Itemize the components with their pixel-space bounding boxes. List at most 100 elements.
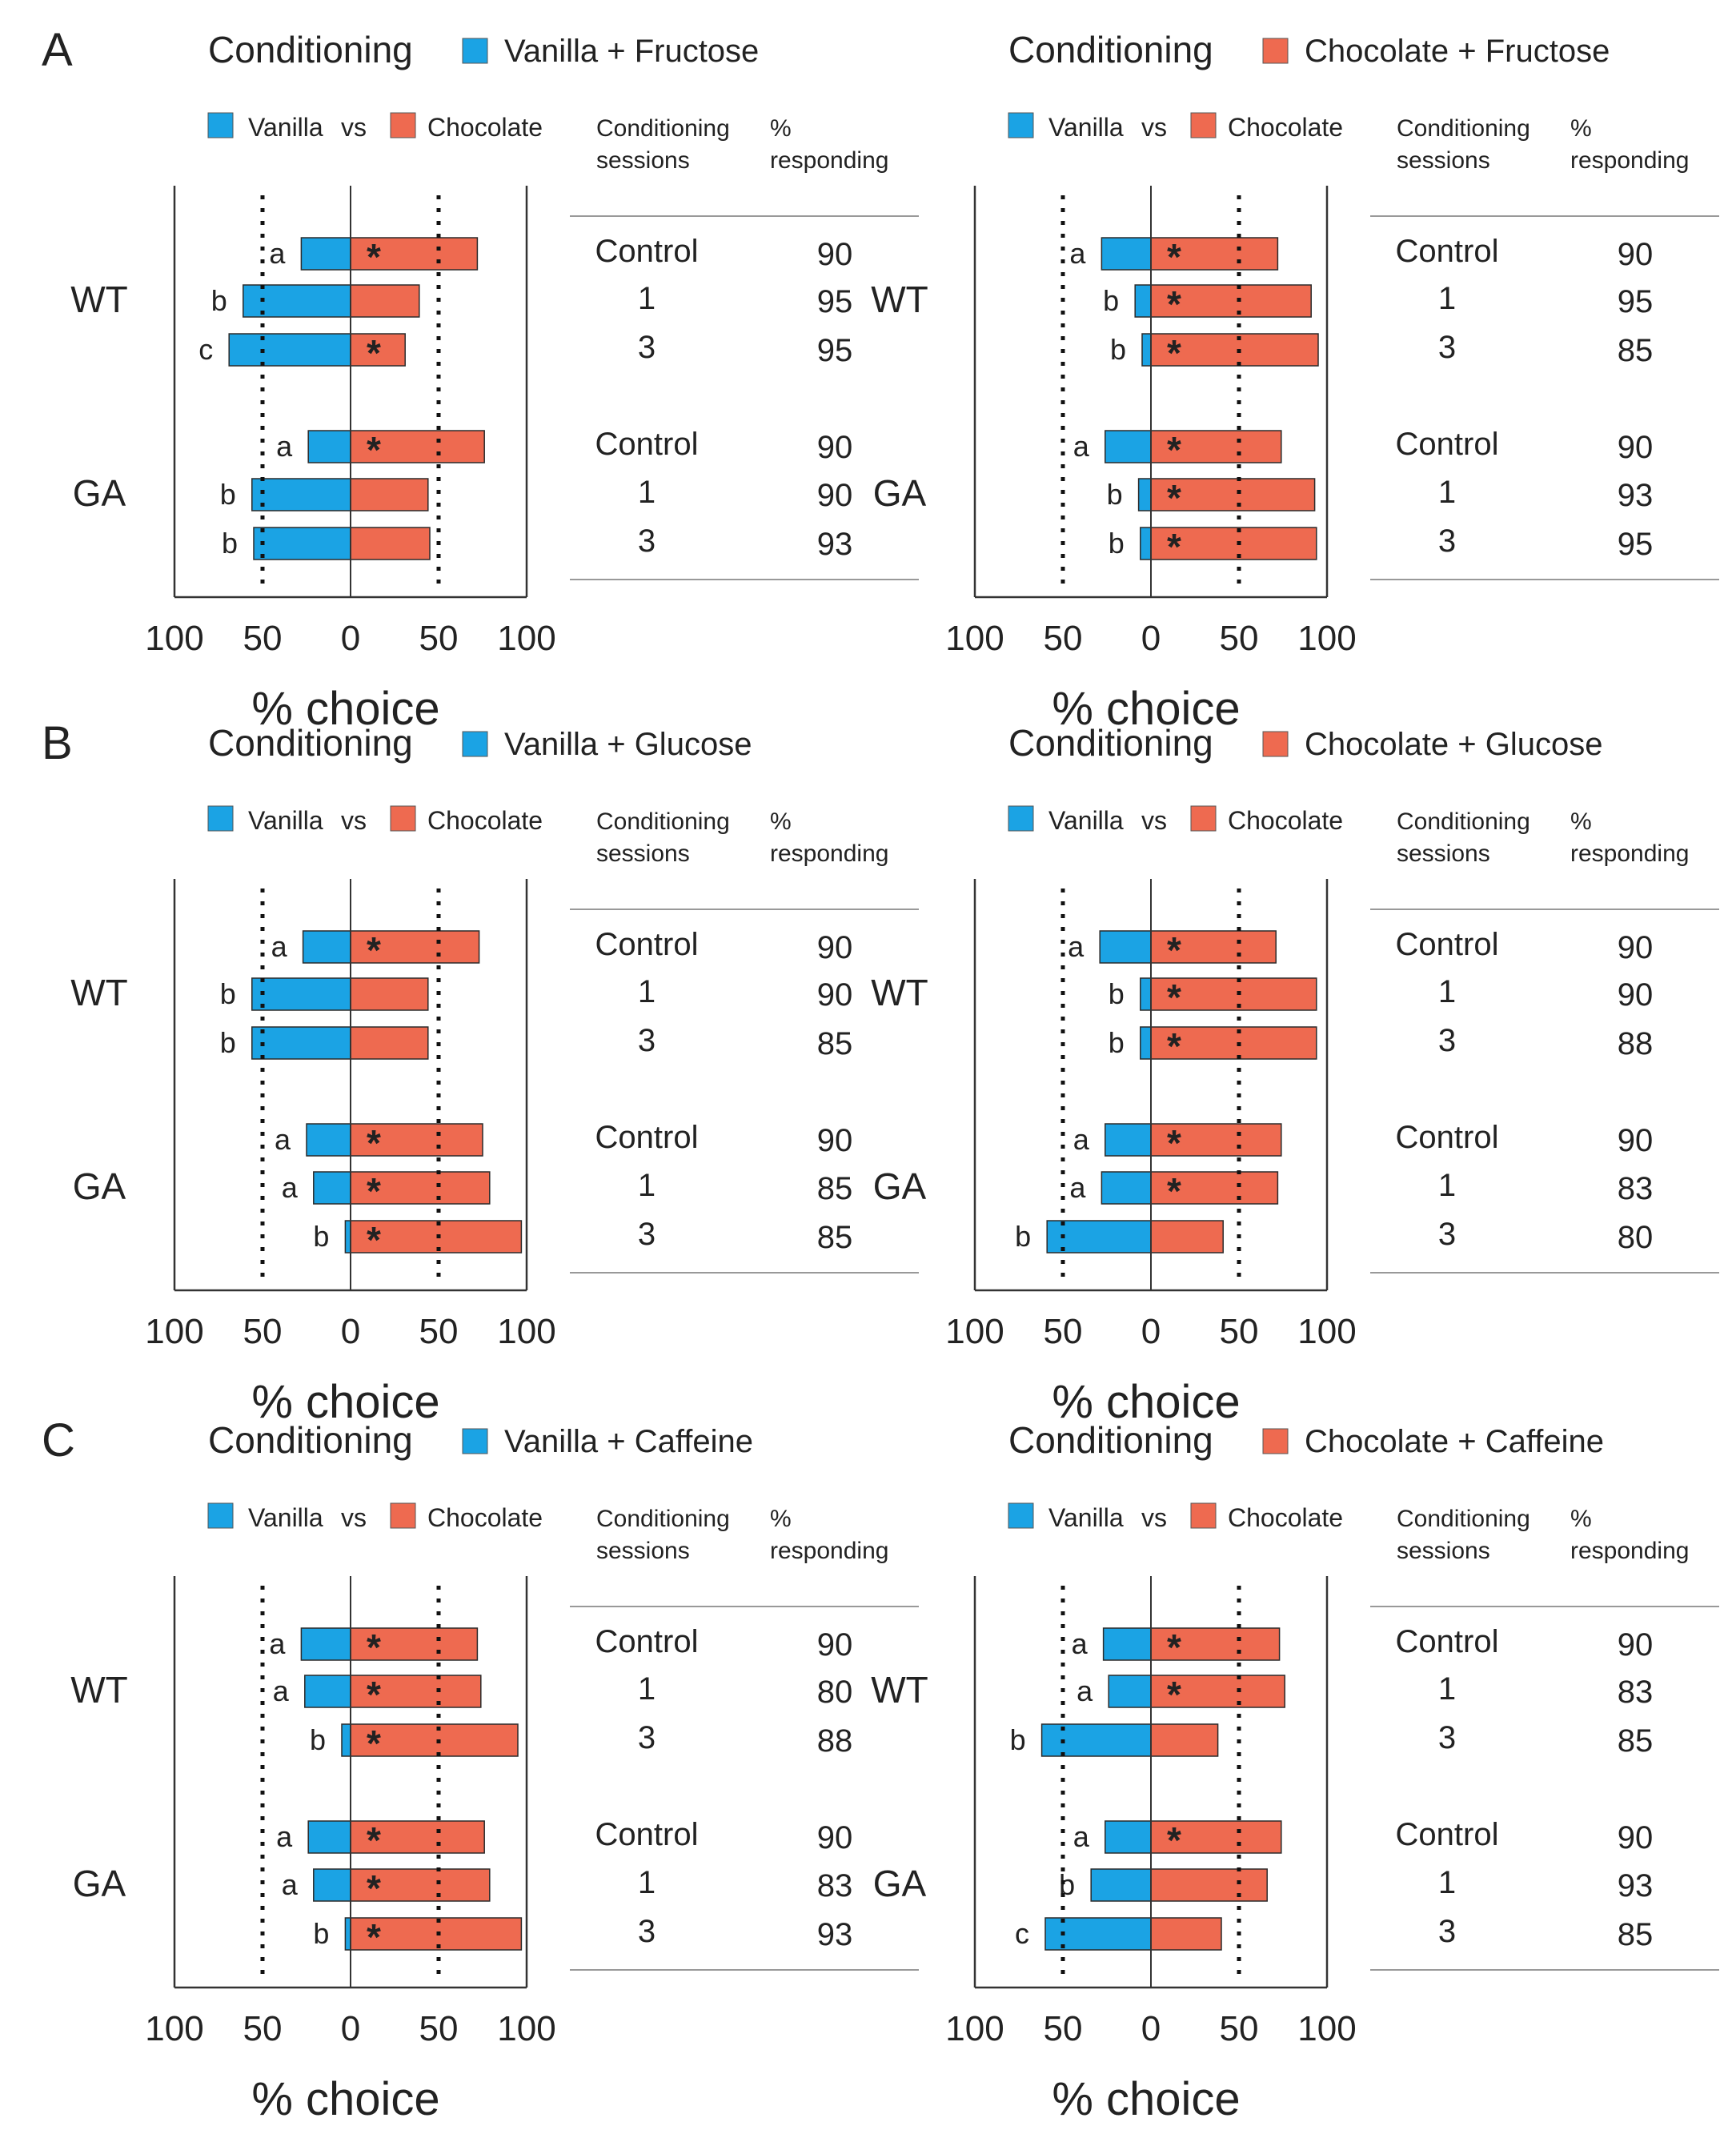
session-label: 1: [638, 281, 656, 316]
vanilla-legend-label: Vanilla: [1048, 1503, 1124, 1532]
vanilla-bar: [1105, 1820, 1152, 1854]
percent-responding: 90: [1618, 237, 1654, 272]
vanilla-legend-label: Vanilla: [1048, 113, 1124, 142]
session-label: 1: [1438, 1168, 1456, 1203]
conditioning-title: Conditioning: [1008, 29, 1213, 70]
significance-letter: a: [282, 1868, 299, 1901]
session-label: 3: [638, 523, 656, 559]
group-label-wt: WT: [871, 972, 928, 1013]
sessions-header: Conditioning: [1397, 808, 1530, 835]
responding-header: responding: [1570, 147, 1689, 174]
vanilla-bar: [307, 430, 351, 463]
x-tick-label: 50: [243, 1312, 283, 1351]
session-label: Control: [595, 1817, 699, 1852]
session-label: 1: [638, 1865, 656, 1900]
percent-responding: 85: [817, 1026, 853, 1061]
significance-star: *: [367, 1170, 381, 1212]
significance-letter: b: [1109, 977, 1125, 1010]
x-tick-label: 50: [1220, 2009, 1259, 2048]
vanilla-bar: [253, 527, 351, 560]
group-label-ga: GA: [873, 1165, 927, 1207]
percent-responding: 85: [1618, 1917, 1654, 1952]
significance-letter: b: [220, 478, 236, 511]
session-label: 3: [638, 1914, 656, 1949]
session-label: Control: [595, 1624, 699, 1659]
x-tick-label: 0: [341, 2009, 360, 2048]
sessions-header: Conditioning: [596, 115, 730, 142]
vanilla-bar: [1108, 1675, 1152, 1708]
significance-letter: b: [313, 1220, 329, 1253]
percent-responding: 93: [1618, 478, 1654, 513]
chocolate-bar: [350, 284, 420, 318]
vanilla-bar: [1105, 430, 1152, 463]
x-tick-label: 100: [1297, 619, 1356, 658]
significance-letter: a: [269, 237, 286, 270]
vanilla-bar: [1134, 284, 1152, 318]
significance-letter: b: [313, 1917, 329, 1950]
chocolate-legend-label: Chocolate: [427, 1503, 543, 1532]
significance-letter: b: [1010, 1723, 1026, 1756]
session-label: 1: [1438, 281, 1456, 316]
x-tick-label: 50: [419, 1312, 459, 1351]
significance-letter: c: [198, 333, 213, 366]
vanilla-bar: [251, 977, 351, 1011]
x-tick-label: 0: [1141, 619, 1161, 658]
vs-label: vs: [1141, 1503, 1167, 1532]
session-label: 1: [638, 1671, 656, 1707]
percent-responding: 90: [1618, 1123, 1654, 1158]
percent-responding: 95: [817, 333, 853, 368]
chocolate-bar: [1150, 1917, 1222, 1951]
x-tick-label: 100: [945, 1312, 1004, 1351]
x-tick-label: 50: [243, 2009, 283, 2048]
chocolate-bar: [1150, 1723, 1219, 1757]
conditioning-legend-label: Chocolate + Caffeine: [1305, 1424, 1604, 1459]
percent-responding: 85: [817, 1171, 853, 1206]
significance-star: *: [367, 332, 381, 374]
vanilla-bar: [1040, 1723, 1152, 1757]
significance-letter: b: [220, 977, 236, 1010]
x-tick-label: 100: [145, 619, 203, 658]
conditioning-title: Conditioning: [208, 29, 413, 70]
x-axis-label: % choice: [1052, 2073, 1240, 2125]
chocolate-bar: [350, 1026, 429, 1060]
sessions-header: sessions: [596, 1538, 690, 1564]
conditioning-legend-swatch: [1262, 38, 1289, 64]
percent-responding: 85: [1618, 1723, 1654, 1759]
chocolate-bar: [1150, 1220, 1224, 1254]
session-label: 3: [1438, 1914, 1456, 1949]
session-label: 3: [1438, 330, 1456, 365]
significance-star: *: [367, 236, 381, 278]
chocolate-bar: [1150, 527, 1317, 560]
significance-star: *: [1167, 283, 1181, 325]
responding-header: %: [770, 1506, 792, 1532]
x-axis-label: % choice: [1052, 683, 1240, 735]
conditioning-legend-swatch: [462, 38, 488, 64]
responding-header: responding: [770, 147, 888, 174]
conditioning-legend-label: Vanilla + Caffeine: [504, 1424, 753, 1459]
x-tick-label: 100: [145, 2009, 203, 2048]
session-label: Control: [1396, 1817, 1499, 1852]
percent-responding: 90: [817, 977, 853, 1013]
chocolate-bar: [350, 1675, 482, 1708]
x-tick-label: 100: [497, 1312, 555, 1351]
percent-responding: 85: [817, 1220, 853, 1255]
significance-star: *: [1167, 332, 1181, 374]
significance-letter: a: [282, 1171, 299, 1204]
chocolate-bar: [1150, 1820, 1282, 1854]
significance-letter: b: [310, 1723, 326, 1756]
significance-letter: a: [1073, 430, 1090, 463]
percent-responding: 93: [1618, 1868, 1654, 1903]
significance-letter: b: [1107, 478, 1123, 511]
chocolate-bar: [1150, 1171, 1279, 1205]
significance-star: *: [367, 1627, 381, 1668]
responding-header: %: [1570, 1506, 1592, 1532]
session-label: Control: [595, 1120, 699, 1155]
x-tick-label: 100: [145, 1312, 203, 1351]
percent-responding: 90: [817, 930, 853, 965]
percent-responding: 83: [1618, 1171, 1654, 1206]
vanilla-bar: [1140, 977, 1152, 1011]
vs-label: vs: [1141, 113, 1167, 142]
responding-header: responding: [770, 840, 888, 867]
x-tick-label: 50: [1220, 619, 1259, 658]
conditioning-title: Conditioning: [208, 722, 413, 764]
